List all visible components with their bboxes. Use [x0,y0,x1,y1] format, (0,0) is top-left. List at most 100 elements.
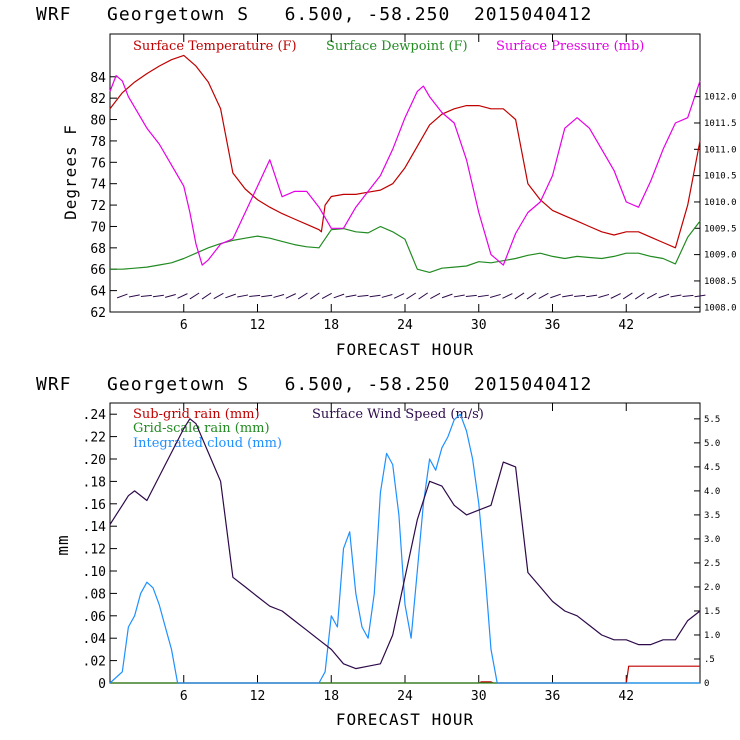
legend-entry-dewpoint: Surface Dewpoint (F) [326,39,468,54]
wind-barb [489,293,501,298]
x-tick-label: 12 [250,689,266,704]
wind-barb [140,294,152,298]
series-line-surface-wind-speed-m-s [109,418,701,670]
wind-barb [502,293,513,299]
wind-barb [128,294,140,298]
y-tick-label: 80 [90,114,106,129]
wind-barb [321,292,332,300]
wind-barb [213,292,224,300]
series-line-surface-pressure-mb [109,74,701,266]
wind-barb [562,294,574,298]
y2-tick-label: 2.0 [704,583,720,593]
y-tick-label: 72 [90,199,106,214]
y-tick-label: .04 [83,632,107,647]
x-tick-label: 6 [180,318,188,333]
wind-barb [658,293,670,299]
y-tick-label: 64 [90,285,106,300]
wind-barb [381,293,393,298]
wind-barb [201,292,212,300]
wind-barb [406,292,417,300]
y2-tick-label: 1010.5 [704,172,737,182]
wind-barb [598,293,610,298]
y2-tick-label: 1012.0 [704,93,737,103]
wind-barb [357,294,369,298]
wind-barb [116,293,128,299]
x-tick-label: 12 [250,318,266,333]
wind-barb [610,293,621,299]
wind-barb [586,294,598,298]
precipitation-panel: WRF Georgetown S 6.500, -58.250 20150404… [36,374,720,729]
y-tick-label: 84 [90,71,106,86]
plot-frame [109,33,701,313]
legend-entry-pressure: Surface Pressure (mb) [496,39,644,54]
x-tick-label: 42 [618,689,634,704]
wind-barb [297,292,308,300]
wind-barb [441,293,453,299]
legend-entry-gridscale-rain: Grid-scale rain (mm) [133,421,270,436]
wind-barb [538,292,549,300]
wind-barb [634,292,645,300]
wind-barb [345,294,357,298]
y-tick-label: 82 [90,92,106,107]
y2-tick-label: 2.5 [704,559,720,569]
x-tick-label: 36 [545,689,561,704]
wind-barb [550,293,561,299]
legend-entry-subgrid-rain: Sub-grid rain (mm) [133,407,260,422]
wind-barb [177,293,188,299]
wind-barb [514,292,525,300]
wind-barb [225,293,236,299]
y2-tick-label: 1008.5 [704,277,737,287]
y-tick-label: .06 [83,610,106,625]
series-line-surface-temperature-f [109,54,701,249]
wind-barb [694,294,706,298]
wind-barbs [116,292,706,300]
y-tick-label: .18 [83,475,106,490]
y-tick-label: .24 [83,408,107,423]
y2-tick-label: 4.0 [704,487,720,497]
y-tick-label: .16 [83,498,106,513]
y2-tick-label: 1.5 [704,607,720,617]
wind-barb [622,292,633,300]
y-axis-label: mm [53,534,72,555]
wind-barb [285,293,296,299]
wind-barb [526,292,537,300]
wind-barb [453,294,465,298]
x-axis-label: FORECAST HOUR [336,340,474,359]
wind-barb [310,292,320,300]
panel-title: WRF Georgetown S 6.500, -58.250 20150404… [36,4,592,25]
y-tick-label: 68 [90,242,106,257]
y-tick-label: .02 [83,655,106,670]
panel-title: WRF Georgetown S 6.500, -58.250 20150404… [36,374,592,395]
x-tick-label: 24 [397,318,413,333]
wind-barb [393,293,405,299]
y-tick-label: .10 [83,565,106,580]
y2-tick-label: 5.0 [704,439,720,449]
wind-barb [646,292,657,300]
y-tick-label: .14 [83,520,107,535]
y2-tick-label: 4.5 [704,463,720,473]
x-tick-label: 24 [397,689,413,704]
wind-barb [333,293,345,299]
y-tick-label: .12 [83,543,106,558]
y-axis-label: Degrees F [61,124,80,220]
wind-barb [430,292,441,300]
wind-barb [477,294,489,298]
y2-tick-label: 0 [704,679,709,689]
wind-barb [164,294,176,298]
wind-barb [418,292,429,300]
x-tick-label: 42 [618,318,634,333]
y-tick-label: 62 [90,306,106,321]
wind-barb [682,294,694,298]
series-line-integrated-cloud-mm [109,413,700,684]
y-tick-label: 78 [90,135,106,150]
wind-barb [237,294,249,298]
wind-barb [189,292,200,300]
temperature-panel: WRF Georgetown S 6.500, -58.250 20150404… [36,4,737,359]
wind-barb [152,294,164,298]
wind-barb [670,294,682,298]
x-axis-label: FORECAST HOUR [336,710,474,729]
legend-entry-integrated-cloud: Integrated cloud (mm) [133,436,282,451]
y-tick-label: 66 [90,263,106,278]
y2-tick-label: 5.5 [704,415,720,425]
